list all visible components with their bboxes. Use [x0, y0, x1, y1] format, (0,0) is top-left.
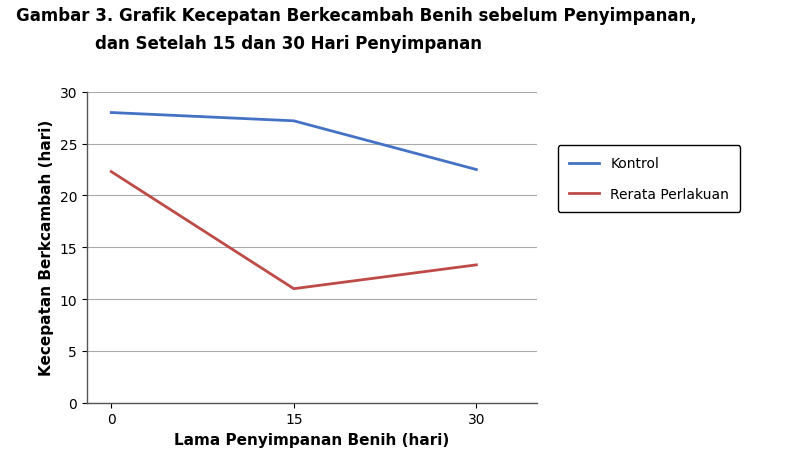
Y-axis label: Kecepatan Berkcambah (hari): Kecepatan Berkcambah (hari)	[39, 120, 54, 375]
X-axis label: Lama Penyimpanan Benih (hari): Lama Penyimpanan Benih (hari)	[175, 432, 450, 447]
Text: dan Setelah 15 dan 30 Hari Penyimpanan: dan Setelah 15 dan 30 Hari Penyimpanan	[95, 35, 482, 53]
Legend: Kontrol, Rerata Perlakuan: Kontrol, Rerata Perlakuan	[558, 146, 740, 213]
Text: Gambar 3. Grafik Kecepatan Berkecambah Benih sebelum Penyimpanan,: Gambar 3. Grafik Kecepatan Berkecambah B…	[16, 7, 697, 25]
